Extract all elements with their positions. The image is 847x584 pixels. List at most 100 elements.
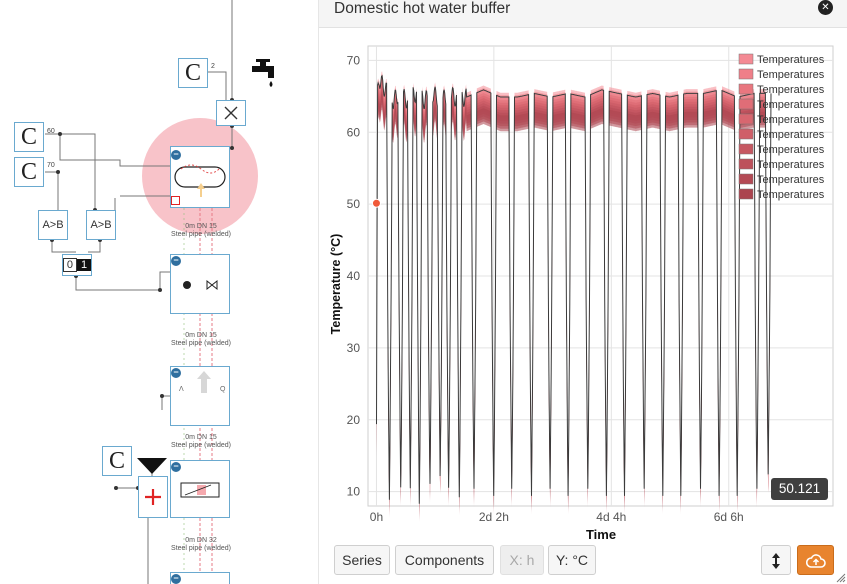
boiler-icon [180,482,220,498]
panel-header: Domestic hot water buffer ✕ [319,0,847,28]
constant-value: 60 [47,128,55,135]
series-outline [376,74,772,504]
svg-text:Λ: Λ [179,386,184,393]
y-tick-label: 40 [347,269,361,283]
schematic-canvas[interactable]: C 2 C 60 C 70 C A>B A>B 0 1 [0,0,318,584]
legend-swatch [738,98,754,110]
constant-value: 70 [47,162,55,169]
legend-swatch [738,53,754,65]
constant-label: C [184,59,201,86]
water-tap-icon[interactable] [248,56,280,88]
legend-label: Temperatures [757,99,825,111]
chart-legend[interactable]: Temperatures Temperatures Temperatures Temp… [738,53,825,201]
logic-label-1: 1 [77,259,92,271]
cloud-upload-icon [805,554,826,569]
series-button[interactable]: Series [334,545,390,575]
heat-exchanger-icon: Λ Q [179,371,226,393]
legend-swatch [738,128,754,140]
compare-block-2[interactable]: A>B [86,210,116,240]
next-component-block[interactable] [170,572,230,584]
collapse-icon[interactable]: − [171,256,181,266]
triangle-icon [137,458,167,474]
chart-axes: 10 20 30 40 50 60 70 0h 2d 2h 4d 4h 6d 6h [347,53,744,524]
collapse-icon[interactable]: − [171,574,181,584]
constant-label: C [108,447,125,474]
collapse-icon[interactable]: − [171,150,181,160]
legend-swatch [738,143,754,155]
y-tick-label: 70 [347,53,361,67]
x-tick-label: 6d 6h [714,510,744,524]
y-unit-button[interactable]: Y: °C [548,545,596,575]
legend-swatch [738,188,754,200]
constant-block-bottom[interactable]: C [102,446,132,476]
constant-block-70[interactable]: C [14,157,44,187]
pipe-note-type: Steel pipe (welded) [171,545,231,552]
pipe-note-type: Steel pipe (welded) [171,340,231,347]
legend-swatch [738,83,754,95]
pipe-note-length: 0m DN 15 [185,434,217,441]
collapse-icon[interactable]: − [171,462,181,472]
y-tick-label: 20 [347,413,361,427]
x-tick-label: 2d 2h [479,510,509,524]
legend-label: Temperatures [757,189,825,201]
close-icon[interactable]: ✕ [818,0,833,15]
x-axis-label: Time [586,527,616,540]
pipe-note: 0m DN 15 Steel pipe (welded) [165,332,237,348]
temperature-chart[interactable]: 10 20 30 40 50 60 70 0h 2d 2h 4d 4h 6d 6h Temperat… [319,28,847,540]
pipe-note: 0m DN 32 Steel pipe (welded) [165,537,237,553]
legend-label: Temperatures [757,159,825,171]
chart-series [371,71,772,522]
sensor-icon[interactable] [171,196,180,205]
logic-label-0: 0 [62,258,77,272]
y-tick-label: 50 [347,197,361,211]
pipe-note: 0m DN 15 Steel pipe (welded) [165,434,237,450]
legend-swatch [738,68,754,80]
resize-grip-icon[interactable] [836,573,846,583]
vertical-expand-button[interactable] [761,545,791,575]
constant-label: C [20,158,37,185]
compare-label: A>B [90,219,112,231]
y-axis-label: Temperature (°C) [329,234,343,335]
hover-value-badge: 50.121 [771,478,828,500]
heat-exchanger-block[interactable]: Λ Q [170,366,230,426]
storage-tank-icon [174,164,226,197]
constant-value: 2 [211,63,215,70]
logic-switch-block[interactable]: 0 1 [62,254,92,276]
multiply-icon [224,106,238,120]
x-unit-button[interactable]: X: h [500,545,544,575]
chart-panel: Domestic hot water buffer ✕ 10 20 30 40 50 60… [318,0,847,584]
constant-block-2[interactable]: C [178,58,208,88]
legend-swatch [738,113,754,125]
legend-label: Temperatures [757,54,825,66]
legend-label: Temperatures [757,69,825,81]
legend-label: Temperatures [757,129,825,141]
add-block[interactable] [138,476,168,518]
constant-block-60[interactable]: C [14,122,44,152]
pipe-note-length: 0m DN 15 [185,223,217,230]
x-tick-label: 0h [370,510,383,524]
svg-text:Q: Q [220,386,226,393]
compare-label: A>B [42,219,64,231]
multiply-block[interactable] [216,100,246,126]
pipe-note-type: Steel pipe (welded) [171,231,231,238]
legend-label: Temperatures [757,114,825,126]
legend-label: Temperatures [757,174,825,186]
components-button[interactable]: Components [395,545,494,575]
constant-label: C [20,123,37,150]
panel-title: Domestic hot water buffer [334,0,511,17]
hover-marker [371,198,381,208]
legend-swatch [738,158,754,170]
legend-label: Temperatures [757,144,825,156]
legend-swatch [738,173,754,185]
y-tick-label: 30 [347,341,361,355]
x-tick-label: 4d 4h [596,510,626,524]
compare-block-1[interactable]: A>B [38,210,68,240]
vertical-arrows-icon [772,553,780,570]
pipe-note-length: 0m DN 32 [185,537,217,544]
plus-icon [145,489,161,505]
collapse-icon[interactable]: − [171,368,181,378]
cloud-upload-button[interactable] [797,545,834,575]
y-tick-label: 10 [347,485,361,499]
pipe-note: 0m DN 15 Steel pipe (welded) [165,223,237,239]
y-tick-label: 60 [347,125,361,139]
